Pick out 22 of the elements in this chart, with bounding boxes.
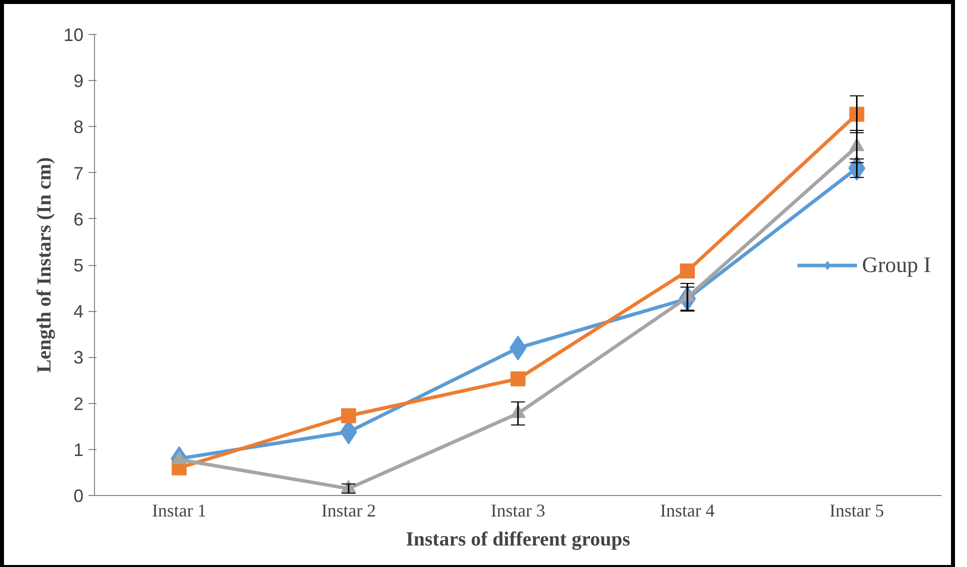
y-tick-label: 4 xyxy=(73,302,84,322)
x-tick-label: Instar 1 xyxy=(152,500,206,520)
y-tick-label: 8 xyxy=(73,117,84,138)
y-tick-label: 3 xyxy=(73,348,84,368)
y-tick-label: 1 xyxy=(73,440,84,460)
point xyxy=(680,263,695,278)
x-tick-label: Instar 2 xyxy=(321,500,376,520)
y-tick-label: 6 xyxy=(73,209,84,230)
y-tick-label: 7 xyxy=(73,163,84,184)
y-axis-title: Length of Instars (In cm) xyxy=(33,157,56,373)
y-tick-label: 10 xyxy=(63,25,84,45)
legend-label: Group I xyxy=(862,252,931,278)
point xyxy=(510,371,526,386)
x-tick-label: Instar 5 xyxy=(830,500,884,520)
y-tick-label: 9 xyxy=(73,71,84,92)
point xyxy=(341,408,356,424)
x-axis-title: Instars of different groups xyxy=(406,528,630,550)
x-tick-label: Instar 3 xyxy=(490,500,546,520)
x-tick-label: Instar 4 xyxy=(660,500,715,520)
y-tick-label: 0 xyxy=(73,486,84,506)
y-tick-label: 5 xyxy=(73,256,84,276)
y-tick-label: 2 xyxy=(73,394,84,414)
